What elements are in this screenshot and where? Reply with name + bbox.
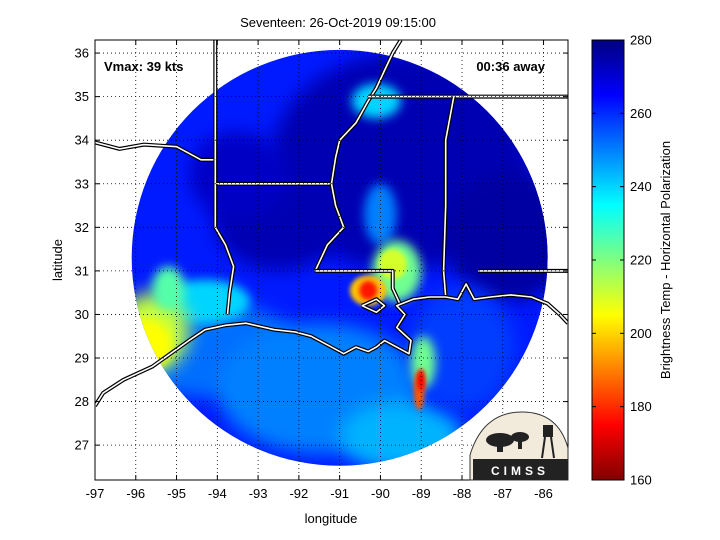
boundary-line-10	[95, 283, 568, 407]
boundary-line-4	[330, 40, 402, 184]
y-tick-label-1: 28	[75, 394, 89, 409]
cb-tick-label-3: 220	[630, 253, 652, 268]
y-tick-label-8: 35	[75, 89, 89, 104]
y-tick-label-0: 27	[75, 438, 89, 453]
grid-layer	[95, 40, 568, 480]
cb-tick-label-1: 180	[630, 399, 652, 414]
cb-tick-label-5: 260	[630, 106, 652, 121]
x-tick-label-0: -97	[86, 486, 105, 501]
x-tick-label-9: -88	[453, 486, 472, 501]
cb-tick-label-6: 280	[630, 33, 652, 48]
y-axis-label: latitude	[50, 239, 65, 281]
y-tick-label-4: 31	[75, 263, 89, 278]
x-axis: -97 -96 -95 -94 -93 -92 -91 -90 -89 -88 -87 -86	[86, 40, 553, 501]
colorbar-ticks: 160 180 200 220 240 260 280	[592, 33, 652, 488]
chart-title: Seventeen: 26-Oct-2019 09:15:00	[240, 15, 436, 30]
boundary-line-11	[361, 298, 386, 314]
vmax-annotation: Vmax: 39 kts	[104, 59, 184, 74]
cb-tick-label-4: 240	[630, 179, 652, 194]
tb-region-11	[152, 266, 185, 311]
swath-disk	[131, 49, 548, 466]
colorbar	[591, 39, 625, 481]
x-tick-label-10: -87	[493, 486, 512, 501]
tb-region-17	[359, 280, 378, 301]
boundary-line-3	[214, 183, 235, 315]
boundary-line-0	[95, 141, 216, 161]
boundary-line-8	[442, 96, 455, 298]
tb-region-10	[131, 318, 173, 372]
tb-region-6	[339, 401, 462, 466]
time-away-annotation: 00:36 away	[476, 59, 545, 74]
cb-tick-label-2: 200	[630, 326, 652, 341]
x-tick-label-8: -89	[412, 486, 431, 501]
x-tick-label-7: -90	[371, 486, 390, 501]
x-tick-label-2: -95	[167, 486, 186, 501]
x-tick-label-3: -94	[208, 486, 227, 501]
logo-text: CIMSS	[491, 464, 549, 478]
tb-region-2	[445, 170, 548, 302]
y-tick-label-5: 32	[75, 220, 89, 235]
y-tick-label-3: 30	[75, 307, 89, 322]
x-tick-label-11: -86	[534, 486, 553, 501]
tb-region-13	[364, 183, 397, 245]
colorbar-label: Brightness Temp - Horizontal Polarizatio…	[658, 141, 673, 379]
plot-frame	[94, 39, 569, 481]
y-axis: 27 28 29 30 31 32 33 34 35 36	[75, 46, 568, 453]
y-tick-label-6: 33	[75, 176, 89, 191]
x-axis-label: longitude	[305, 511, 358, 526]
y-tick-label-7: 34	[75, 133, 89, 148]
tb-region-3	[188, 131, 287, 219]
cb-tick-label-0: 160	[630, 473, 652, 488]
x-tick-label-6: -91	[330, 486, 349, 501]
y-tick-label-9: 36	[75, 46, 89, 61]
tb-region-20	[417, 368, 426, 391]
x-tick-label-5: -92	[289, 486, 308, 501]
tb-region-7	[408, 288, 515, 411]
x-tick-label-4: -93	[249, 486, 268, 501]
boundary-line-6	[315, 270, 402, 307]
y-tick-label-2: 29	[75, 351, 89, 366]
x-tick-label-1: -96	[126, 486, 145, 501]
cimss-logo: CIMSS	[469, 411, 569, 481]
